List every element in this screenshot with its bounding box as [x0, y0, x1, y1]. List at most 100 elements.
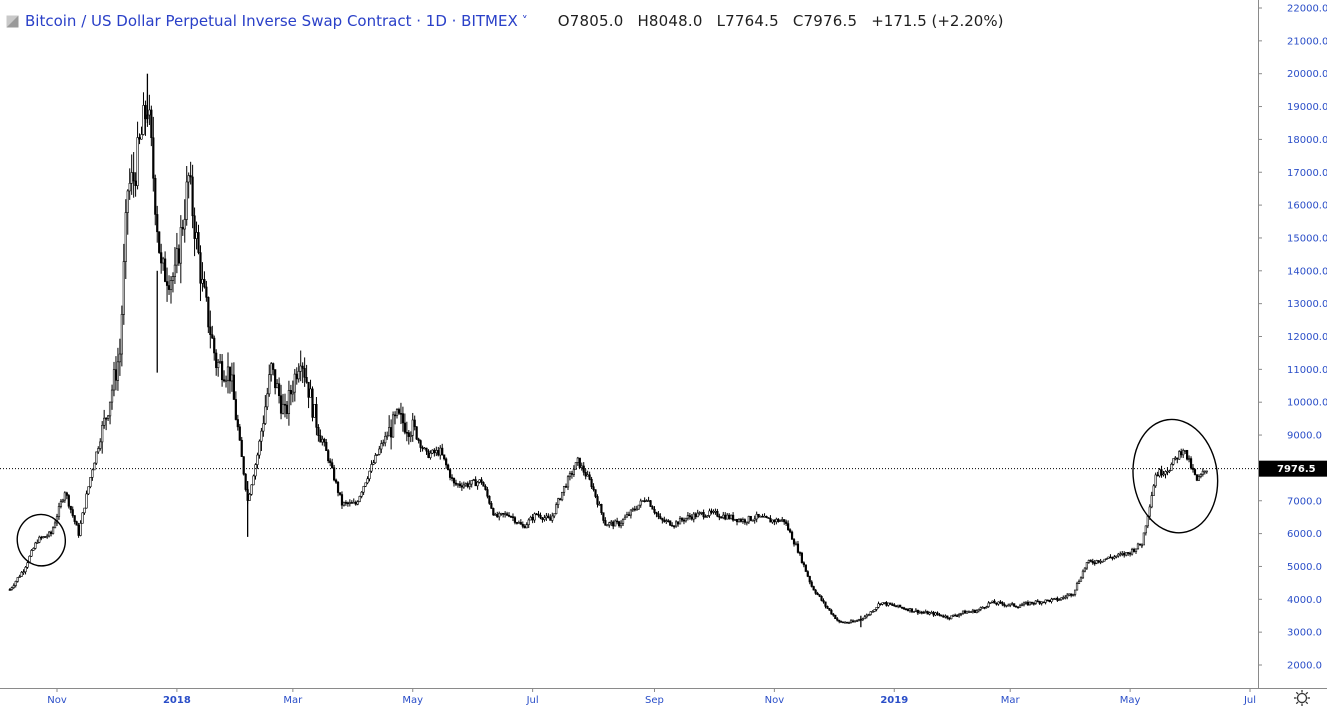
- candle-body: [238, 426, 241, 441]
- candle-body: [1176, 457, 1179, 460]
- candle-body: [763, 515, 766, 518]
- candle-body: [152, 137, 155, 179]
- high-value: H8048.0: [637, 12, 703, 30]
- candle-body: [629, 509, 632, 516]
- candle-body: [653, 508, 656, 513]
- candle-body: [228, 366, 232, 382]
- candle-body: [730, 514, 733, 519]
- candle-body: [344, 502, 348, 504]
- candle-body: [930, 612, 933, 614]
- candle-body: [873, 609, 876, 612]
- annotation-ellipse[interactable]: [14, 511, 69, 569]
- candle-body: [893, 604, 896, 607]
- candle-body: [967, 611, 971, 614]
- candle-body: [773, 519, 776, 523]
- candle-body: [116, 361, 120, 381]
- candle-body: [627, 514, 631, 516]
- candle-body: [582, 465, 585, 473]
- candle-body: [1089, 560, 1092, 562]
- candle-body: [439, 447, 442, 456]
- settings-button[interactable]: [1294, 690, 1310, 706]
- candle-body: [570, 473, 574, 475]
- candle-body: [14, 581, 17, 586]
- candle-body: [425, 447, 428, 452]
- candle-body: [673, 525, 676, 528]
- candle-body: [822, 600, 825, 603]
- candle-body: [443, 454, 446, 460]
- candle-body: [401, 413, 405, 424]
- candle-body: [1172, 458, 1175, 465]
- candle-body: [317, 427, 320, 436]
- candle-body: [99, 441, 102, 449]
- chart-legend-header[interactable]: Bitcoin / US Dollar Perpetual Inverse Sw…: [6, 9, 1003, 33]
- candle-body: [950, 615, 953, 620]
- candle-body: [435, 450, 438, 454]
- candle-body: [991, 600, 994, 603]
- candle-body: [120, 314, 123, 355]
- candle-body: [633, 508, 636, 511]
- candle-body: [731, 514, 735, 521]
- x-axis[interactable]: Nov 2018 Mar May Jul Sep Nov 2019 Mar May Jul: [47, 688, 1256, 706]
- y-tick-label: 20000.0: [1287, 69, 1327, 80]
- candle-body: [781, 519, 784, 521]
- candle-body: [368, 470, 371, 480]
- candle-body: [525, 524, 528, 529]
- candle-body: [1111, 557, 1114, 559]
- y-axis[interactable]: 22000.0 21000.0 20000.0 19000.0 18000.0 17000…: [1258, 4, 1327, 672]
- candle-body: [1011, 603, 1014, 605]
- candle-body: [336, 481, 340, 493]
- candle-body: [97, 448, 100, 453]
- candle-body: [1150, 495, 1153, 508]
- candle-body: [1164, 471, 1167, 475]
- candle-body: [926, 611, 929, 615]
- chevron-down-icon[interactable]: ˅: [521, 14, 528, 28]
- candle-body: [437, 450, 440, 456]
- candle-body: [250, 484, 253, 495]
- candle-body: [124, 212, 127, 262]
- candle-body: [1140, 544, 1144, 547]
- candle-body: [18, 576, 21, 578]
- candle-body: [649, 500, 652, 507]
- symbol-title[interactable]: Bitcoin / US Dollar Perpetual Inverse Sw…: [25, 12, 518, 30]
- candle-body: [1093, 562, 1096, 565]
- candle-body: [413, 419, 416, 428]
- candle-body: [759, 515, 762, 518]
- candle-body: [101, 425, 104, 443]
- candle-body: [1203, 470, 1206, 473]
- candle-body: [48, 531, 51, 537]
- candle-body: [372, 462, 375, 465]
- candle-body: [350, 502, 353, 504]
- candle-body: [40, 536, 43, 539]
- candle-body: [498, 513, 501, 518]
- candle-body: [281, 403, 285, 414]
- candle-body: [602, 512, 605, 521]
- candle-body: [623, 516, 627, 520]
- candle-body: [1087, 560, 1090, 563]
- candle-body: [710, 510, 713, 513]
- candle-body: [51, 527, 55, 534]
- candle-body: [445, 458, 448, 466]
- candle-body: [1186, 449, 1189, 460]
- candle-body: [619, 522, 623, 527]
- candle-body: [897, 604, 900, 607]
- candle-body: [386, 435, 389, 438]
- x-tick-label: 2019: [880, 695, 908, 706]
- candle-body: [181, 227, 184, 230]
- candle-body: [718, 515, 721, 518]
- candle-body: [557, 498, 560, 505]
- candle-body: [997, 601, 1000, 605]
- candle-body: [735, 518, 739, 523]
- candle-body: [175, 248, 178, 266]
- annotation-ellipse[interactable]: [1126, 414, 1225, 538]
- candle-body: [311, 388, 314, 418]
- candle-body: [315, 404, 318, 428]
- candle-body: [724, 514, 727, 520]
- candle-body: [309, 388, 312, 398]
- candle-body: [810, 581, 813, 587]
- candle-body: [531, 516, 534, 521]
- candle-body: [959, 612, 963, 615]
- candle-body: [395, 409, 399, 417]
- candle-body: [240, 439, 243, 457]
